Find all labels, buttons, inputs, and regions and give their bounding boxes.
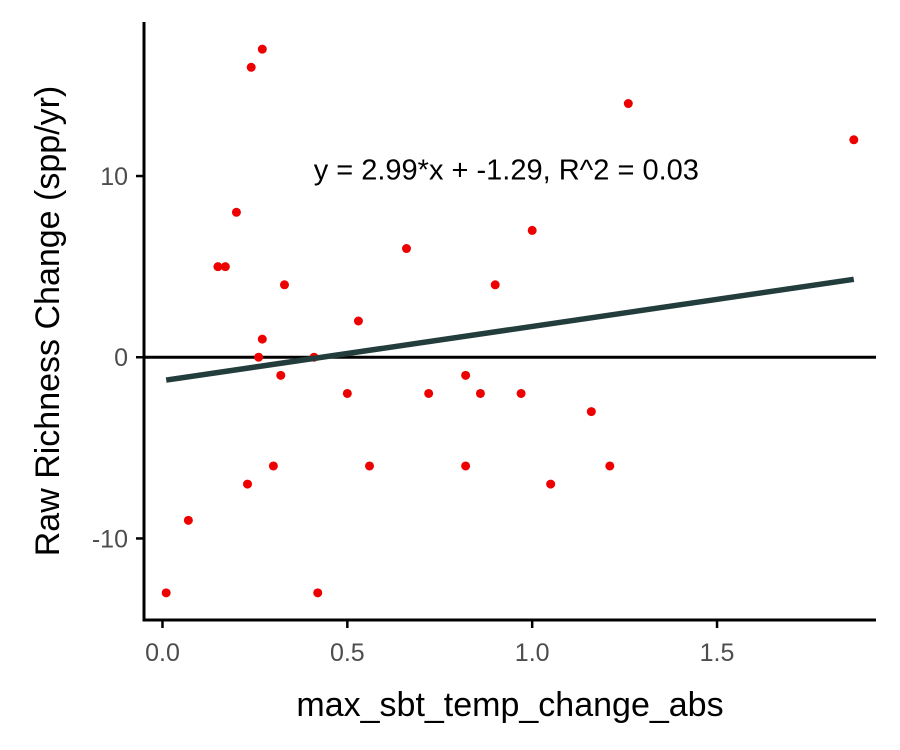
data-point-29	[605, 461, 614, 470]
data-point-28	[587, 407, 596, 416]
data-point-2	[184, 516, 193, 525]
data-point-23	[476, 389, 485, 398]
y-tick-label-1: -10	[92, 525, 128, 553]
data-point-5	[232, 208, 241, 217]
data-point-11	[269, 461, 278, 470]
data-point-20	[424, 389, 433, 398]
data-point-10	[258, 335, 267, 344]
data-point-1	[162, 588, 171, 597]
data-point-7	[247, 63, 256, 72]
data-point-16	[343, 389, 352, 398]
y-axis-title: Raw Richness Change (spp/yr)	[29, 86, 67, 557]
x-tick-label-2: 0.5	[330, 639, 365, 667]
data-point-15	[313, 588, 322, 597]
x-tick-label-4: 1.5	[700, 639, 735, 667]
y-tick-label-3: 10	[100, 163, 128, 191]
data-point-4	[221, 262, 230, 271]
data-point-19	[402, 244, 411, 253]
data-point-22	[461, 461, 470, 470]
data-point-13	[280, 280, 289, 289]
data-point-18	[365, 461, 374, 470]
data-point-6	[243, 480, 252, 489]
regression-annotation: y = 2.99*x + -1.29, R^2 = 0.03	[314, 155, 699, 187]
data-point-17	[354, 317, 363, 326]
x-tick-label-3: 1.0	[515, 639, 550, 667]
data-point-21	[461, 371, 470, 380]
data-point-24	[491, 280, 500, 289]
data-point-26	[528, 226, 537, 235]
y-tick-label-2: 0	[114, 344, 128, 372]
x-axis-title: max_sbt_temp_change_abs	[296, 686, 723, 724]
x-tick-label-1: 0.0	[145, 639, 180, 667]
data-point-27	[546, 480, 555, 489]
data-point-9	[258, 45, 267, 54]
data-point-12	[276, 371, 285, 380]
data-point-25	[517, 389, 526, 398]
data-point-31	[849, 135, 858, 144]
data-point-30	[624, 99, 633, 108]
data-point-8	[254, 353, 263, 362]
